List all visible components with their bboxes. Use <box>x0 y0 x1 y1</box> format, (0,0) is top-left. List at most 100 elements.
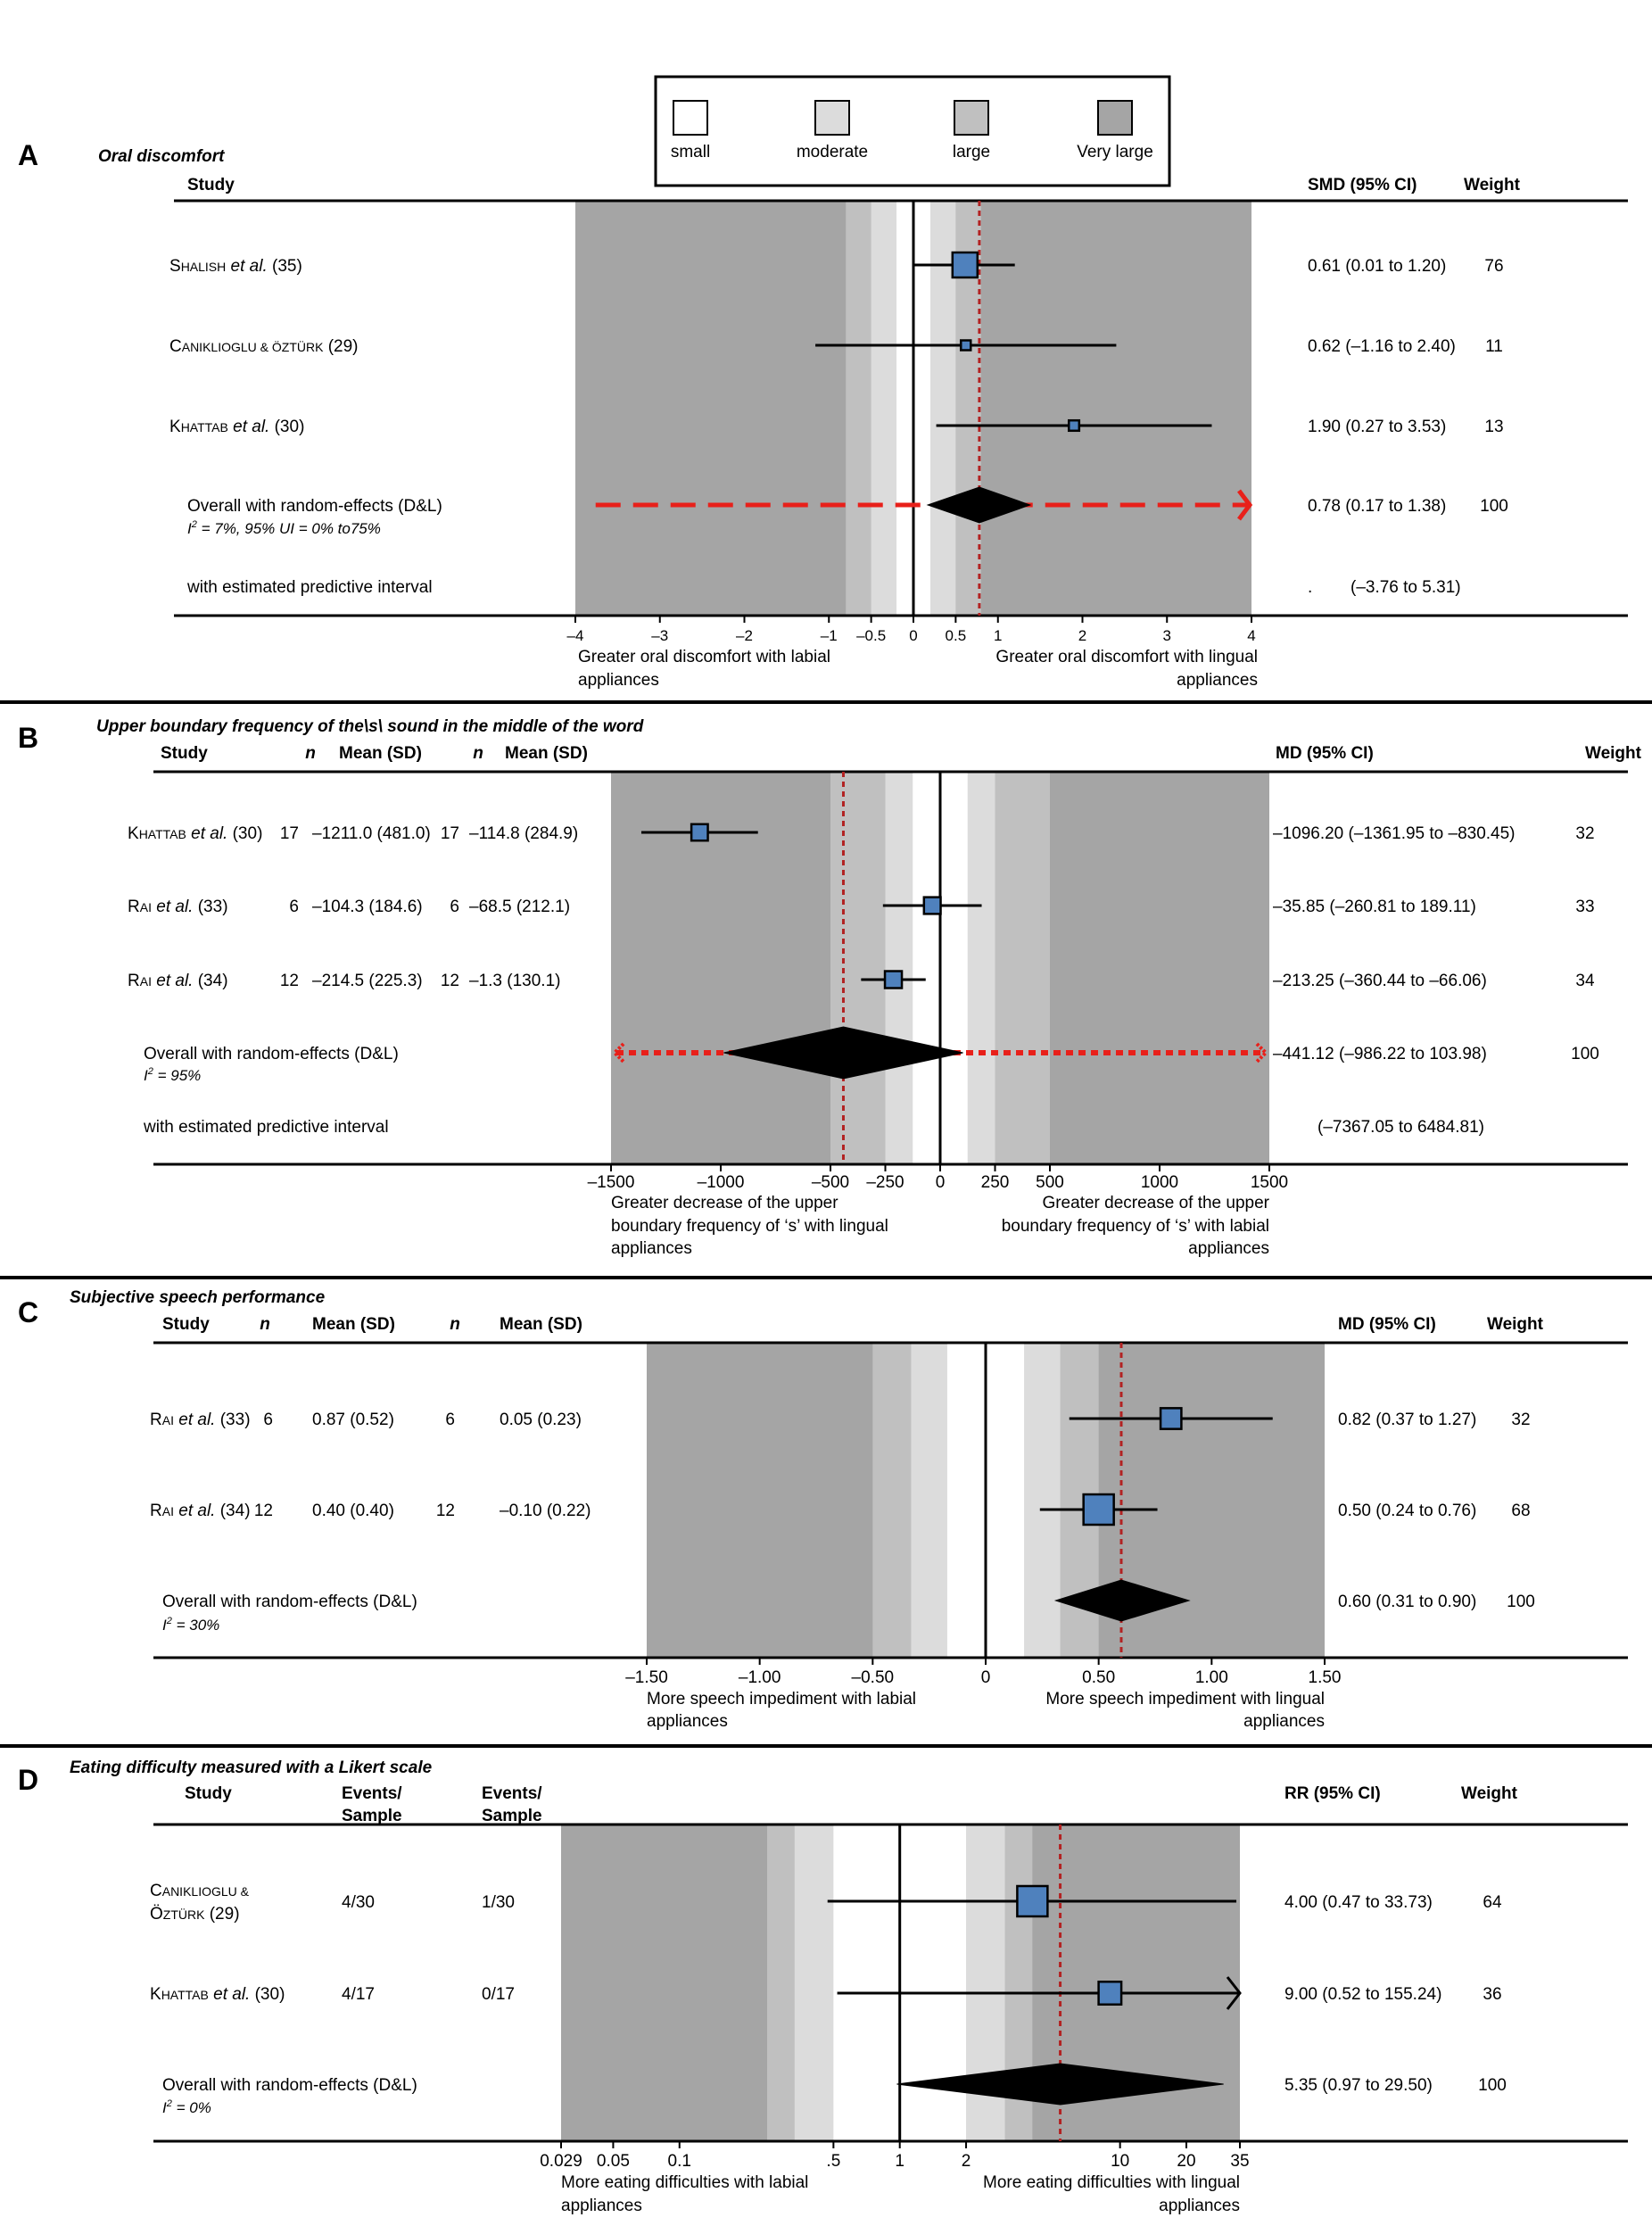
study-mean-lingual: –104.3 (184.6) <box>312 898 423 916</box>
axis-tick-label: –1.00 <box>739 1668 781 1687</box>
panel-title: Eating difficulty measured with a Likert… <box>70 1758 433 1777</box>
header-study: Study <box>162 1315 210 1334</box>
study-row: RAI et al. (33) 6 0.87 (0.52) 6 0.05 (0.23) 0… <box>150 1407 1531 1430</box>
study-point-square <box>922 896 942 915</box>
overall-row: Overall with random-effects (D&L) I2 = 30… <box>162 1579 1535 1634</box>
study-name: RAI et al. (34) <box>150 1502 251 1520</box>
axis-tick-label: –1500 <box>588 1173 635 1192</box>
header-mean-labial: Mean (SD) <box>500 1315 582 1334</box>
axis-tick-label: 0.5 <box>946 627 967 644</box>
overall-effect-ci: 5.35 (0.97 to 29.50) <box>1284 2076 1433 2095</box>
axis-tick-label: 0 <box>909 627 917 644</box>
legend-label: moderate <box>797 143 868 161</box>
header-mean-labial: Mean (SD) <box>505 744 588 763</box>
heterogeneity-stat: I2 = 95% <box>144 1066 201 1084</box>
pooled-diamond <box>1053 1579 1191 1622</box>
overall-effect-ci: 0.60 (0.31 to 0.90) <box>1338 1593 1476 1611</box>
panel-title: Oral discomfort <box>98 147 225 166</box>
xlabel-left: appliances <box>578 671 659 690</box>
study-n-labial: 6 <box>450 898 459 916</box>
header-events-labial: Sample <box>482 1807 542 1825</box>
panel-c: C Subjective speech performance Study n Mean… <box>0 1276 1652 1731</box>
study-name: KHATTAB et al. (30) <box>150 1985 285 2004</box>
panel-a: A Oral discomfort Study SMD (95% CI) Weight S… <box>18 139 1628 690</box>
panel-letter: D <box>18 1764 38 1796</box>
study-n-lingual: 12 <box>254 1502 273 1520</box>
legend-swatch <box>814 100 850 136</box>
axis-tick-label: 250 <box>981 1173 1010 1192</box>
study-mean-labial: –68.5 (212.1) <box>469 898 570 916</box>
study-weight: 13 <box>1484 418 1503 436</box>
prediction-ci: (–7367.05 to 6484.81) <box>1317 1118 1484 1137</box>
heterogeneity-stat: I2 = 7%, 95% UI = 0% to75% <box>187 519 381 537</box>
study-weight: 11 <box>1485 337 1503 356</box>
header-effect: MD (95% CI) <box>1338 1315 1436 1334</box>
study-n-lingual: 6 <box>289 898 299 916</box>
study-effect-ci: 0.50 (0.24 to 0.76) <box>1338 1502 1476 1520</box>
prediction-label: with estimated predictive interval <box>186 578 433 597</box>
study-name: RAI et al. (33) <box>150 1411 251 1429</box>
study-weight: 36 <box>1483 1985 1501 2004</box>
overall-weight: 100 <box>1571 1045 1599 1063</box>
axis-tick-label: –2 <box>736 627 753 644</box>
axis-tick-label: –1000 <box>698 1173 745 1192</box>
xlabel-right: Greater decrease of the upper <box>1042 1194 1269 1212</box>
heterogeneity-stat: I2 = 30% <box>162 1616 219 1634</box>
axis-tick-label: 2 <box>962 2152 971 2171</box>
study-name-line2: ÖZTÜRK (29) <box>150 1905 240 1924</box>
xlabel-right: appliances <box>1243 1712 1325 1731</box>
header-study: Study <box>185 1784 232 1803</box>
legend-box <box>654 75 1171 187</box>
study-row: RAI et al. (34) 12 –214.5 (225.3) 12 –1.3 (1… <box>128 970 1595 990</box>
header-effect: RR (95% CI) <box>1284 1784 1381 1803</box>
prediction-interval-arrow <box>1237 489 1253 521</box>
study-n-labial: 17 <box>441 824 459 843</box>
xlabel-right: appliances <box>1177 671 1258 690</box>
study-weight: 32 <box>1575 824 1594 843</box>
header-weight: Weight <box>1487 1315 1544 1334</box>
study-effect-ci: –1096.20 (–1361.95 to –830.45) <box>1273 824 1516 843</box>
xlabel-left: boundary frequency of ‘s’ with lingual <box>611 1217 888 1236</box>
overall-row: Overall with random-effects (D&L) I2 = 95… <box>143 1026 1599 1137</box>
pooled-diamond <box>723 1026 963 1080</box>
header-study: Study <box>187 176 235 194</box>
xlabel-right: boundary frequency of ‘s’ with labial <box>1002 1217 1269 1236</box>
study-point-square <box>1082 1493 1115 1527</box>
legend-label: Very large <box>1077 143 1153 161</box>
study-weight: 34 <box>1575 972 1595 990</box>
header-n-labial: n <box>473 744 483 763</box>
axis-tick-label: 10 <box>1111 2152 1129 2171</box>
axis-tick-label: .5 <box>826 2152 840 2171</box>
study-row: RAI et al. (34) 12 0.40 (0.40) 12 –0.10 (0.2… <box>150 1493 1531 1527</box>
legend-label: small <box>671 143 710 161</box>
study-n-lingual: 6 <box>263 1411 273 1429</box>
prediction-label: with estimated predictive interval <box>143 1118 389 1137</box>
study-events-lingual: 4/17 <box>342 1985 375 2004</box>
panel-title: Upper boundary frequency of the\s\ sound… <box>96 717 644 736</box>
axis-tick-label: 3 <box>1163 627 1171 644</box>
axis-tick-label: 20 <box>1177 2152 1195 2171</box>
axis-tick-label: 1.00 <box>1195 1668 1228 1687</box>
study-name: KHATTAB et al. (30) <box>128 824 262 843</box>
legend-swatch <box>1097 100 1133 136</box>
xlabel-right: More speech impediment with lingual <box>1045 1690 1325 1709</box>
study-effect-ci: 1.90 (0.27 to 3.53) <box>1308 418 1446 436</box>
axis-tick-label: 0.50 <box>1082 1668 1115 1687</box>
study-mean-lingual: 0.40 (0.40) <box>312 1502 394 1520</box>
axis-tick-label: –250 <box>866 1173 904 1192</box>
study-point-square <box>951 251 979 279</box>
axis-tick-label: 1.50 <box>1309 1668 1342 1687</box>
study-name: RAI et al. (34) <box>128 972 228 990</box>
study-events-lingual: 4/30 <box>342 1893 375 1912</box>
study-n-labial: 12 <box>436 1502 455 1520</box>
prediction-ci: (–3.76 to 5.31) <box>1351 578 1461 597</box>
pooled-diamond <box>896 2063 1224 2106</box>
study-events-labial: 0/17 <box>482 1985 515 2004</box>
study-row: KHATTAB et al. (30) 1.90 (0.27 to 3.53) 13 <box>169 418 1504 436</box>
header-weight: Weight <box>1464 176 1521 194</box>
overall-weight: 100 <box>1478 2076 1507 2095</box>
axis-tick-label: –1.50 <box>625 1668 668 1687</box>
header-n-labial: n <box>450 1315 460 1334</box>
panel-letter: C <box>18 1296 38 1328</box>
overall-label: Overall with random-effects (D&L) <box>187 497 442 516</box>
